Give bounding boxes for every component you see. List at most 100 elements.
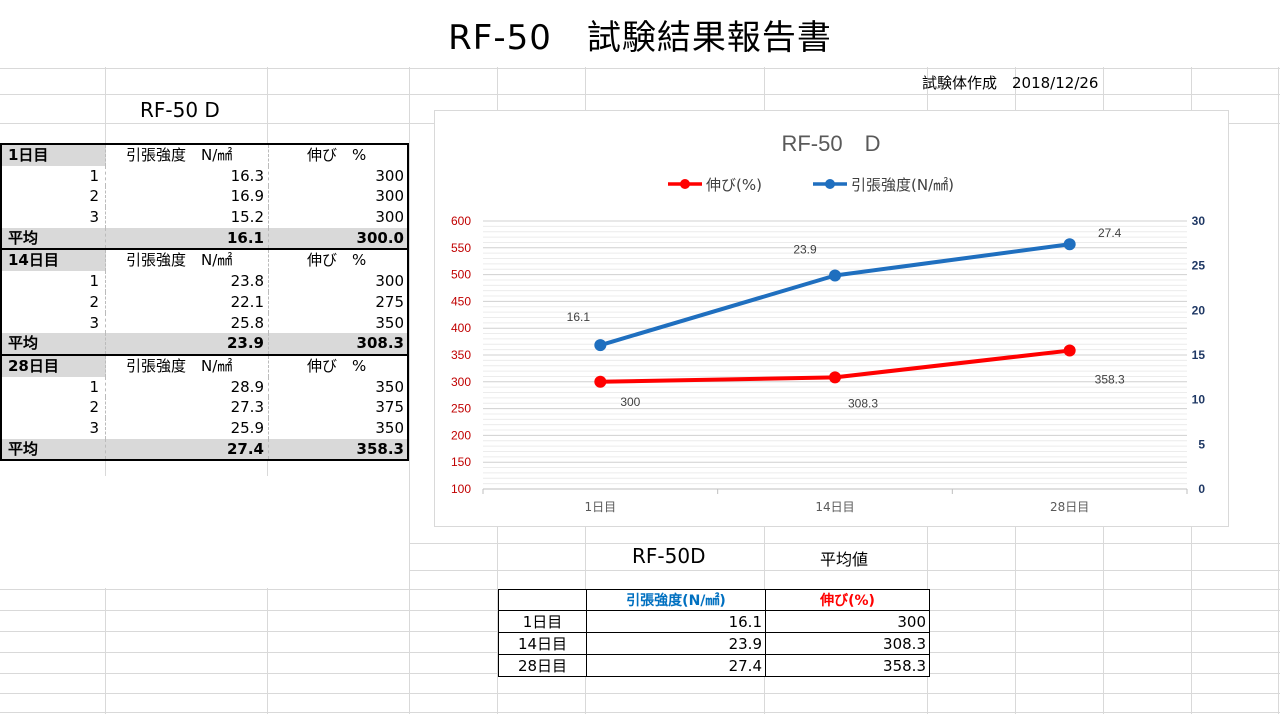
elongation-value: 300 [375,208,404,227]
elongation-value: 300 [375,166,404,185]
y-left-tick-label: 300 [451,375,471,389]
data-label: 16.1 [567,310,591,324]
y-right-tick-label: 20 [1192,303,1206,317]
data-label: 308.3 [848,396,878,410]
day-label: 1日目 [2,145,106,166]
data-point [829,269,841,282]
sample-no: 2 [2,291,106,313]
summary-header-row: 引張強度(N/㎟) 伸び(%) [498,589,930,611]
table-row: 2 27.3 375 [2,397,407,418]
y-left-tick-label: 150 [451,455,471,469]
table-row: 2 16.9 300 [2,186,407,208]
summary-day: 28日目 [498,654,587,677]
legend-marker [825,179,835,189]
average-strength: 16.1 [106,227,269,249]
creation-date: 試験体作成 2018/12/26 [922,74,1099,92]
y-right-tick-label: 30 [1192,214,1206,228]
report-title: RF-50 試験結果報告書 [448,18,832,58]
y-left-tick-label: 100 [451,482,471,496]
series-line [599,242,1070,348]
y-right-tick-label: 25 [1192,259,1206,273]
average-elongation: 300.0 [356,228,404,247]
summary-elongation: 308.3 [765,632,930,655]
elongation-header: 伸び % [307,251,367,270]
y-left-tick-label: 400 [451,321,471,335]
summary-elongation: 300 [765,610,930,633]
average-label: 平均 [2,227,106,249]
data-label: 27.4 [1098,226,1122,240]
legend-marker [680,179,690,189]
results-table: 1日目 引張強度 N/㎟ 伸び % 1 16.3 300 2 16.9 300 … [0,143,409,462]
data-point [594,339,607,352]
elongation-header: 伸び % [307,146,367,164]
y-left-tick-label: 350 [451,348,471,362]
strength-value: 23.8 [106,271,269,292]
summary-day: 14日目 [498,632,587,655]
elongation-value: 275 [375,292,404,311]
legend-label: 引張強度(N/㎟) [851,176,954,194]
elongation-value: 350 [375,418,404,437]
strength-value: 16.9 [106,186,269,208]
average-elongation: 308.3 [356,334,404,353]
summary-strength-header: 引張強度(N/㎟) [586,589,766,611]
average-row: 平均 16.1 300.0 [2,227,407,249]
y-left-tick-label: 450 [451,294,471,308]
legend-label: 伸び(%) [706,176,762,194]
summary-elongation-header: 伸び(%) [765,589,930,611]
data-label: 300 [620,395,640,409]
table-row: 1 28.9 350 [2,376,407,398]
sample-no: 3 [2,207,106,228]
section-header: 14日目 引張強度 N/㎟ 伸び % [2,248,407,272]
x-tick-label: 28日目 [1050,500,1089,514]
sample-no: 1 [2,271,106,292]
day-label: 14日目 [2,250,106,272]
elongation-value: 300 [375,272,404,291]
y-right-tick-label: 0 [1198,482,1205,496]
sample-no: 3 [2,417,106,439]
table-row: 3 15.2 300 [2,207,407,228]
y-left-tick-label: 200 [451,428,471,442]
elongation-value: 350 [375,313,404,332]
y-right-tick-label: 5 [1198,437,1205,451]
chart-title: RF-50 D [781,131,880,156]
section-header: 1日目 引張強度 N/㎟ 伸び % [2,145,407,166]
data-label: 23.9 [793,242,817,256]
average-row: 平均 23.9 308.3 [2,333,407,354]
average-label: 平均 [2,333,106,354]
data-point [1063,238,1076,251]
strength-value: 16.3 [106,165,269,187]
line-chart[interactable]: RF-50 D 伸び(%) 引張強度(N/㎟) 100 150 200 250 300 350 4… [434,110,1229,527]
summary-strength: 16.1 [586,610,766,633]
x-tick-label: 1日目 [585,500,617,514]
summary-elongation: 358.3 [765,654,930,677]
data-point [594,375,607,388]
elongation-value: 375 [375,398,404,417]
y-left-tick-label: 500 [451,268,471,282]
average-label: 平均 [2,438,106,460]
data-point [829,371,841,384]
sample-no: 1 [2,165,106,187]
day-label: 28日目 [2,355,106,377]
sample-no: 3 [2,312,106,334]
average-elongation: 358.3 [356,439,404,458]
elongation-value: 350 [375,377,404,396]
y-left-tick-label: 600 [451,214,471,228]
elongation-header: 伸び % [307,356,367,375]
strength-value: 27.3 [106,397,269,418]
strength-header: 引張強度 N/㎟ [106,355,269,377]
average-strength: 27.4 [106,438,269,460]
table-row: 28日目 27.4 358.3 [498,654,930,677]
x-tick-label: 14日目 [815,500,854,514]
summary-title: RF-50D [632,544,706,568]
average-strength: 23.9 [106,333,269,354]
specimen-title: RF-50 D [140,98,220,122]
strength-value: 15.2 [106,207,269,228]
table-row: 3 25.9 350 [2,417,407,439]
table-row: 1 16.3 300 [2,165,407,187]
strength-value: 22.1 [106,291,269,313]
y-right-tick-label: 10 [1192,393,1206,407]
table-row: 2 22.1 275 [2,291,407,313]
sample-no: 2 [2,397,106,418]
summary-table: 引張強度(N/㎟) 伸び(%) 1日目 16.1 300 14日目 23.9 3… [498,589,930,677]
summary-day: 1日目 [498,610,587,633]
